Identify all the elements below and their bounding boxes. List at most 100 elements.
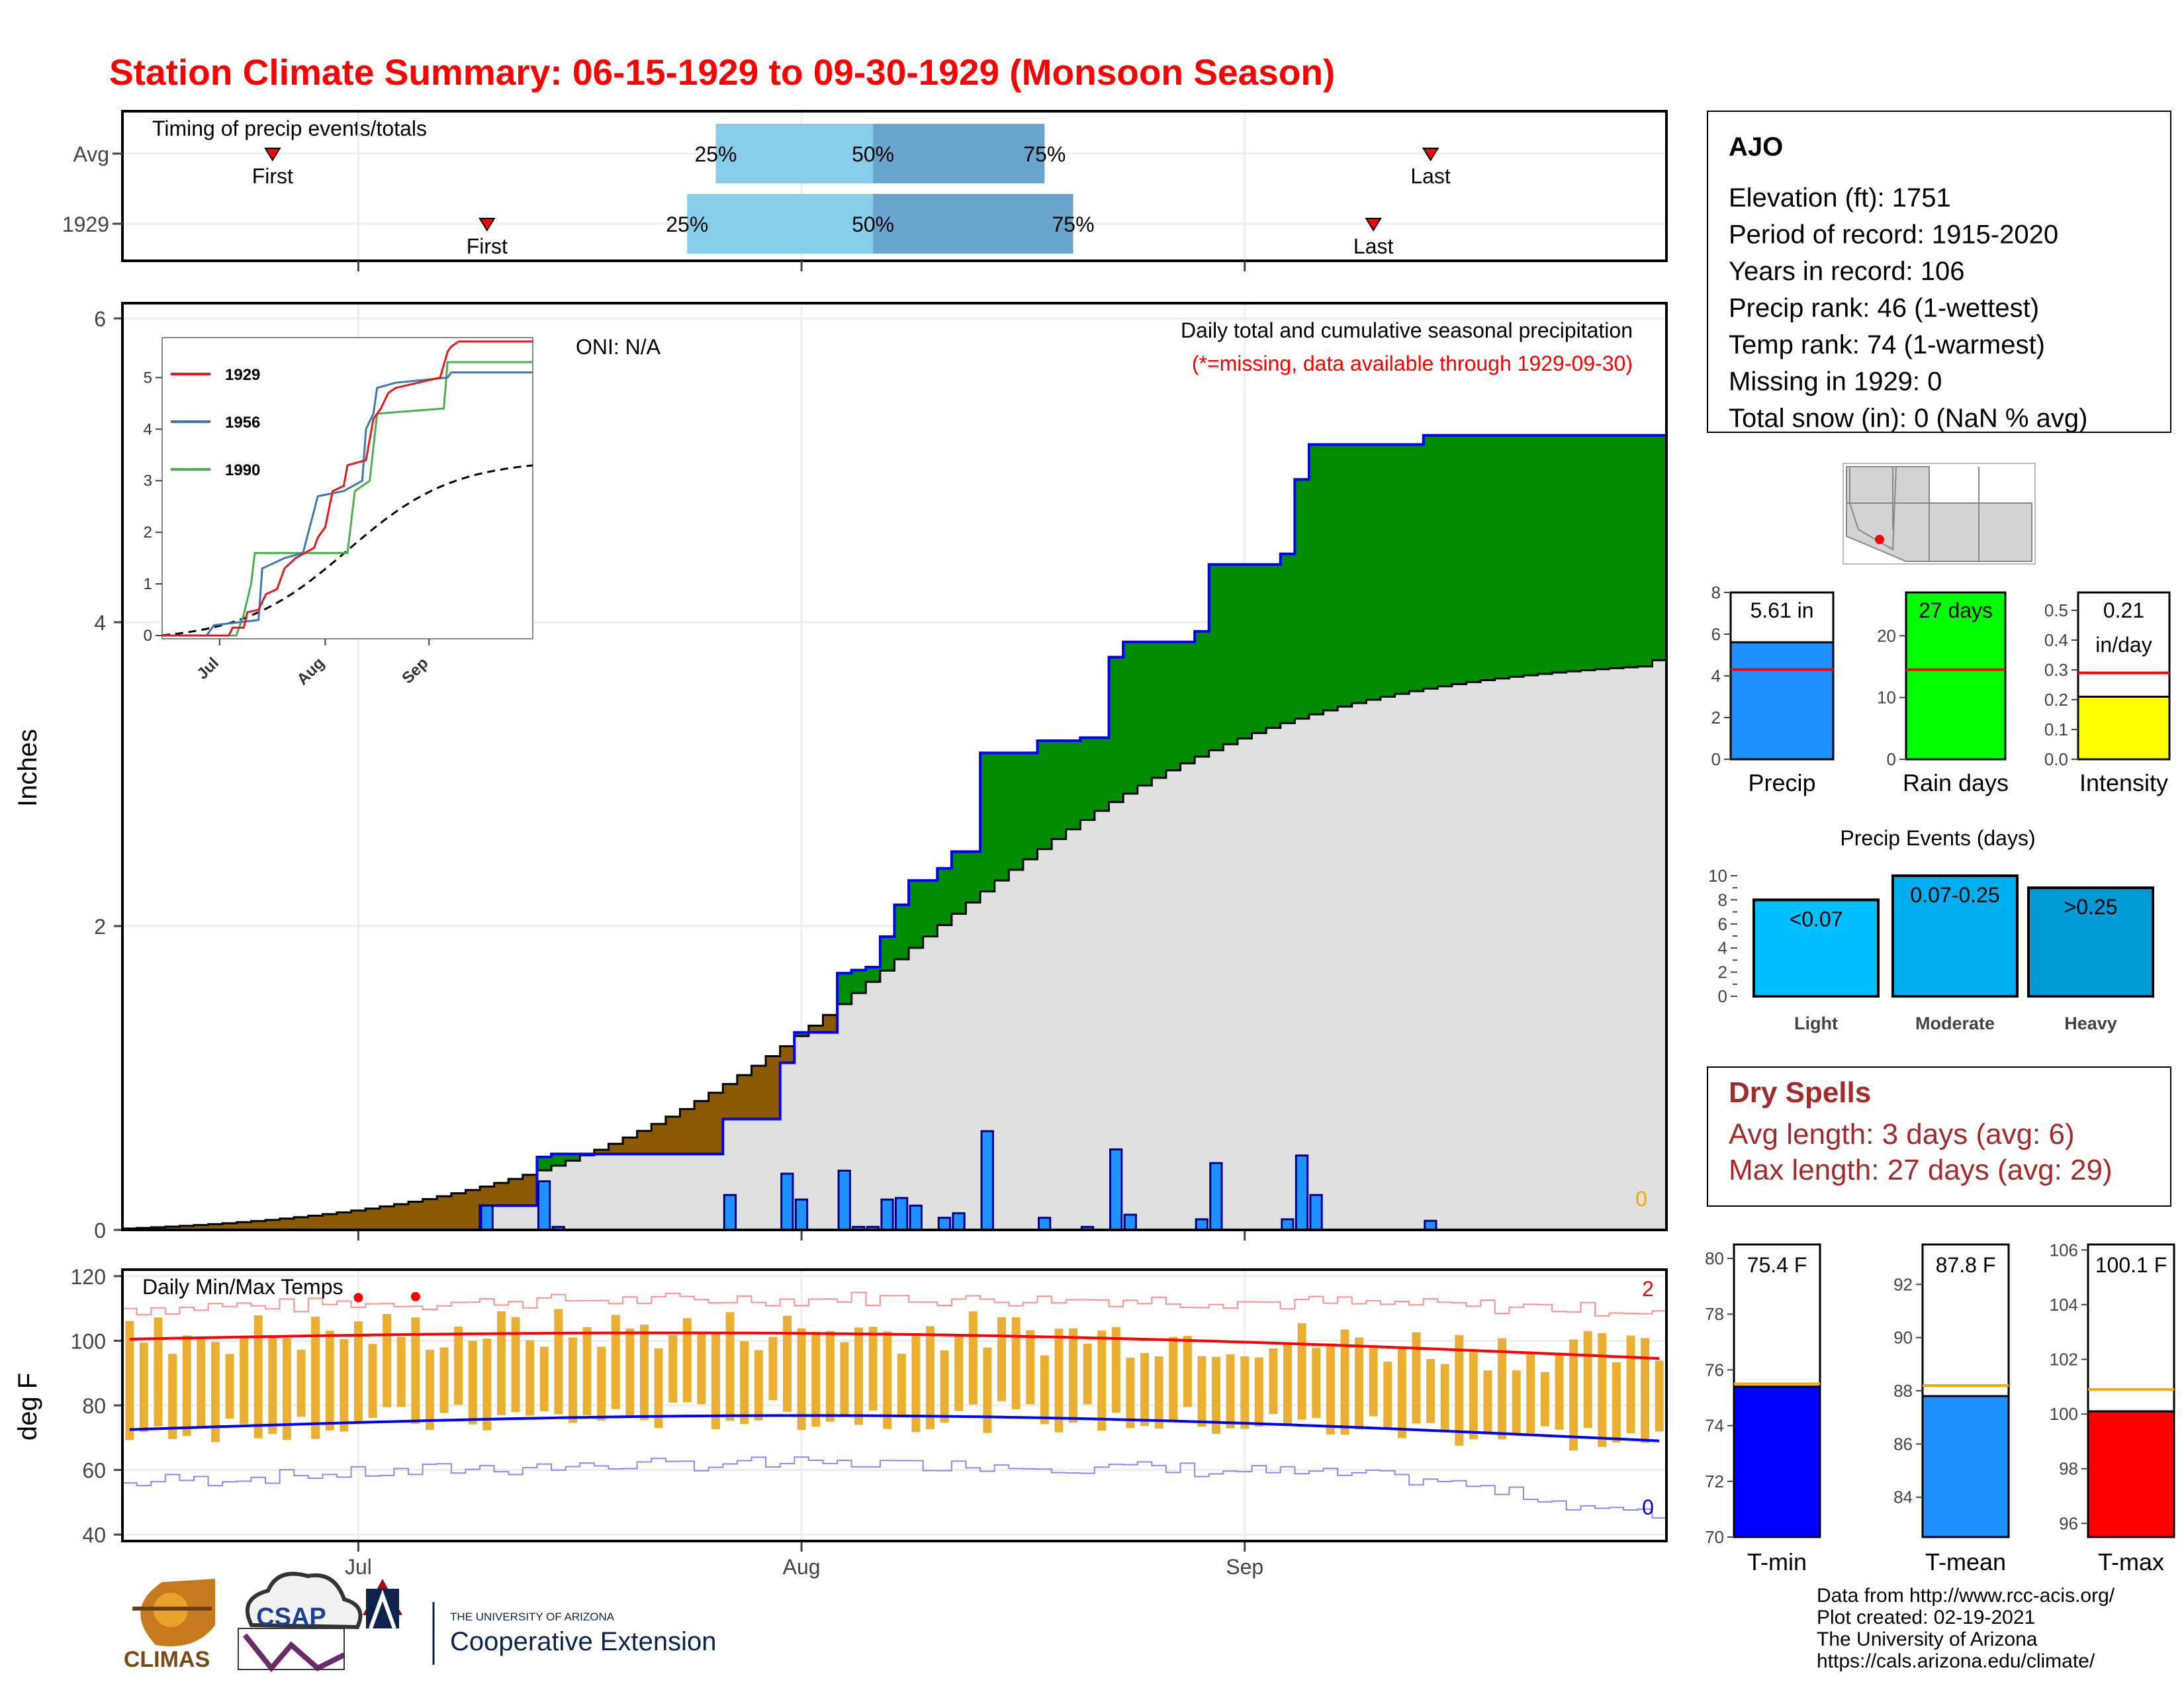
- deficit-area: [251, 1221, 266, 1230]
- temp-summary-tick-label: 78: [1705, 1304, 1724, 1324]
- daily-temp-bar: [883, 1331, 892, 1429]
- temp-summary-tick-label: 88: [1893, 1381, 1913, 1401]
- temp-summary-value: 100.1 F: [2095, 1253, 2167, 1277]
- daily-temp-bar: [468, 1340, 477, 1425]
- climas-text: CLIMAS: [124, 1647, 210, 1672]
- daily-precip-bar: [1281, 1218, 1295, 1231]
- climatology-area: [1380, 696, 1396, 1230]
- daily-precip-bar: [723, 1194, 737, 1231]
- surplus-area: [1295, 479, 1310, 719]
- summary-bar-tick-label: 0.1: [2044, 720, 2068, 739]
- climatology-area: [565, 1160, 580, 1230]
- climatology-area: [1165, 770, 1181, 1230]
- deficit-area: [408, 1201, 424, 1230]
- climatology-area: [594, 1154, 610, 1230]
- climatology-area: [623, 1154, 638, 1230]
- daily-temp-bar: [654, 1348, 663, 1429]
- precip-missing-caption: (*=missing, data available through 1929-…: [1192, 352, 1633, 375]
- surplus-area: [1552, 435, 1567, 673]
- inset-ytick-label: 0: [144, 627, 152, 645]
- surplus-area: [909, 880, 924, 948]
- deficit-area: [322, 1214, 338, 1230]
- climatology-area: [1295, 718, 1310, 1230]
- summary-bar-tick-label: 0.4: [2044, 630, 2068, 650]
- deficit-area: [522, 1174, 538, 1206]
- events-tick-label: 8: [1718, 890, 1727, 910]
- daily-temp-bar: [1269, 1348, 1278, 1415]
- daily-precip-bar: [480, 1204, 494, 1231]
- daily-temp-bar: [825, 1331, 835, 1422]
- surplus-area: [851, 970, 866, 994]
- temp-summary-tick-label: 106: [2050, 1240, 2078, 1260]
- surplus-area: [1052, 740, 1067, 839]
- inset-legend-label: 1990: [225, 461, 260, 479]
- surplus-area: [1537, 435, 1553, 674]
- events-bar-label: <0.07: [1790, 907, 1843, 931]
- precip-ylabel: Inches: [13, 729, 42, 807]
- climatology-area: [1094, 810, 1110, 1230]
- climatology-area: [994, 880, 1009, 1230]
- surplus-area: [937, 868, 952, 925]
- timing-last-marker: [1422, 148, 1439, 162]
- surplus-area: [1137, 641, 1152, 786]
- surplus-area: [551, 1154, 567, 1166]
- dry-spells-title: Dry Spells: [1729, 1076, 1871, 1109]
- climatology-area: [1280, 723, 1295, 1230]
- station-marker: [1875, 535, 1884, 544]
- daily-temp-bar: [840, 1342, 849, 1415]
- deficit-area: [379, 1206, 395, 1230]
- timing-last-label: Last: [1353, 234, 1394, 258]
- deficit-area: [665, 1116, 681, 1154]
- daily-temp-bar: [554, 1309, 563, 1415]
- surplus-area: [1152, 641, 1167, 778]
- daily-temp-bar: [1126, 1357, 1135, 1429]
- timing-box-upper: [873, 194, 1073, 254]
- precip-ytick-label: 6: [94, 307, 106, 331]
- temp-ytick-label: 60: [82, 1459, 106, 1483]
- climatology-area: [1308, 714, 1324, 1230]
- climatology-area: [508, 1205, 523, 1230]
- climatology-area: [1480, 680, 1496, 1230]
- temp-summary-name: T-min: [1747, 1548, 1807, 1575]
- surplus-area: [794, 1032, 809, 1037]
- daily-temp-bar: [954, 1335, 964, 1411]
- deficit-area: [508, 1179, 523, 1206]
- climatology-area: [1009, 869, 1024, 1230]
- daily-temp-bar: [282, 1338, 291, 1440]
- climatology-area: [1152, 777, 1167, 1230]
- deficit-area: [480, 1186, 495, 1206]
- climatology-area: [665, 1154, 681, 1230]
- surplus-area: [980, 753, 995, 892]
- surplus-area: [951, 851, 967, 914]
- climatology-area: [1537, 673, 1553, 1230]
- daily-precip-bar: [880, 1198, 894, 1231]
- deficit-area: [422, 1199, 437, 1230]
- climatology-area: [680, 1154, 695, 1230]
- daily-temp-bar: [625, 1328, 635, 1416]
- deficit-area: [437, 1196, 452, 1230]
- climatology-area: [1338, 706, 1353, 1230]
- csap-text: CSAP: [256, 1603, 326, 1631]
- csap-logo: CSAP: [238, 1571, 363, 1673]
- daily-temp-bar: [1297, 1323, 1306, 1420]
- deficit-area: [365, 1208, 381, 1230]
- daily-temp-bar: [1469, 1352, 1478, 1440]
- climatology-area: [1409, 691, 1424, 1230]
- daily-temp-bar: [1583, 1331, 1592, 1429]
- deficit-area: [294, 1217, 309, 1230]
- surplus-area: [1366, 444, 1381, 700]
- climatology-area: [1609, 668, 1624, 1230]
- timing-p50-label: 50%: [852, 212, 894, 236]
- climatology-area: [1437, 686, 1453, 1230]
- daily-temp-bar: [325, 1331, 334, 1430]
- climatology-area: [1180, 763, 1195, 1230]
- temp-summary-tick-label: 96: [2059, 1513, 2078, 1533]
- surplus-area: [1165, 641, 1181, 771]
- surplus-area: [1123, 641, 1138, 794]
- surplus-area: [994, 753, 1009, 881]
- temp-xtick-label: Jul: [345, 1555, 372, 1579]
- daily-temp-bar: [1326, 1343, 1335, 1434]
- surplus-area: [1251, 564, 1267, 733]
- events-category-label: Light: [1794, 1013, 1838, 1033]
- surplus-area: [1094, 737, 1110, 811]
